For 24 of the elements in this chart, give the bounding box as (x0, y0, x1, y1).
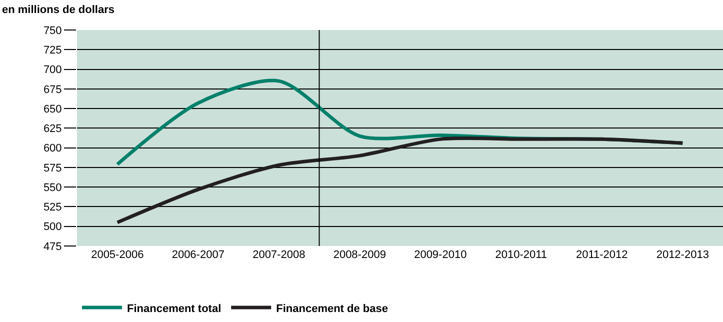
y-tick-label: 600 (43, 142, 62, 155)
legend-label: Financement de base (276, 302, 388, 315)
y-tick-label: 625 (43, 123, 62, 136)
y-tick-label: 550 (43, 182, 62, 194)
y-tick-label: 475 (43, 240, 62, 253)
y-tick-label: 650 (43, 103, 62, 116)
x-tick-label: 2005-2006 (91, 249, 144, 261)
y-tick-label: 750 (43, 24, 62, 37)
x-tick-label: 2011-2012 (576, 249, 628, 261)
x-tick-label: 2007-2008 (252, 249, 306, 261)
x-tick-label: 2008-2009 (333, 249, 386, 261)
y-axis-title: en millions de dollars (2, 4, 114, 16)
y-tick-label: 700 (43, 64, 62, 76)
x-tick-label: 2012-2013 (656, 249, 709, 261)
y-tick-label: 675 (43, 84, 62, 96)
y-tick-label: 725 (43, 44, 62, 56)
y-tick-label: 500 (43, 221, 62, 234)
line-series (116, 136, 684, 224)
y-tick-label: 575 (43, 162, 62, 174)
y-tick-label: 525 (43, 202, 62, 214)
x-tick-label: 2009-2010 (414, 249, 467, 261)
legend-label: Financement total (127, 302, 222, 315)
x-tick-label: 2010-2011 (495, 249, 548, 261)
x-tick-label: 2006-2007 (172, 249, 224, 261)
